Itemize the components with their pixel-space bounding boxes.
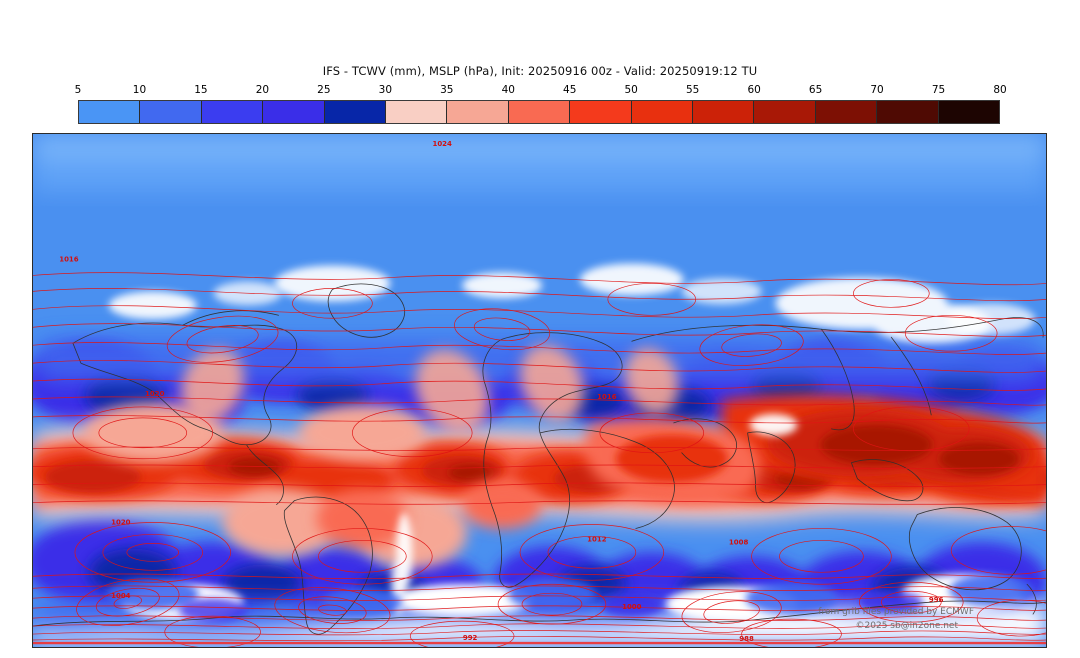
colorbar-band-30-35 bbox=[386, 101, 448, 123]
colorbar-tick-65: 65 bbox=[808, 84, 823, 96]
colorbar-tick-10: 10 bbox=[132, 84, 147, 96]
svg-text:1024: 1024 bbox=[432, 140, 452, 148]
colorbar-tick-20: 20 bbox=[255, 84, 270, 96]
svg-text:1016: 1016 bbox=[59, 256, 79, 264]
colorbar-tick-25: 25 bbox=[317, 84, 331, 96]
credit-source: from grib files provided by ECMWF bbox=[818, 607, 974, 617]
colorbar-band-45-50 bbox=[570, 101, 632, 123]
colorbar-band-5-10 bbox=[79, 101, 141, 123]
svg-text:1012: 1012 bbox=[587, 535, 607, 543]
colorbar-tick-35: 35 bbox=[440, 84, 454, 96]
svg-text:1020: 1020 bbox=[111, 518, 131, 526]
colorbar-band-25-30 bbox=[324, 101, 387, 123]
colorbar-tick-15: 15 bbox=[194, 84, 208, 96]
map-panel[interactable]: 1024 1016 1020 1016 1020 1012 1008 1004 … bbox=[32, 133, 1047, 648]
colorbar-tick-80: 80 bbox=[993, 84, 1007, 96]
colorbar-tick-60: 60 bbox=[747, 84, 761, 96]
colorbar-band-15-20 bbox=[201, 101, 264, 123]
colorbar-band-20-25 bbox=[263, 101, 325, 123]
colorbar-tick-75: 75 bbox=[931, 84, 946, 96]
colorbar-band-40-45 bbox=[508, 101, 571, 123]
colorbar-band-50-55 bbox=[631, 101, 694, 123]
credit-copyright: ©2025 sb@in2one.net bbox=[855, 621, 958, 631]
page-title: IFS - TCWV (mm), MSLP (hPa), Init: 20250… bbox=[322, 64, 758, 78]
colorbar-tick-50: 50 bbox=[624, 84, 638, 96]
svg-text:1016: 1016 bbox=[597, 393, 617, 401]
colorbar-tick-30: 30 bbox=[378, 84, 393, 96]
colorbar-band-70-75 bbox=[877, 101, 939, 123]
colorbar: 5 10 15 20 25 30 35 40 45 50 55 60 65 70 75 80 bbox=[74, 84, 1007, 126]
colorbar-tick-45: 45 bbox=[563, 84, 577, 96]
colorbar-tick-55: 55 bbox=[685, 84, 700, 96]
svg-text:996: 996 bbox=[929, 596, 944, 604]
svg-text:1008: 1008 bbox=[729, 538, 749, 546]
colorbar-tick-5: 5 bbox=[74, 84, 82, 96]
tcwv-mslp-map: 1024 1016 1020 1016 1020 1012 1008 1004 … bbox=[33, 134, 1046, 647]
svg-text:1000: 1000 bbox=[622, 603, 642, 611]
colorbar-band-75-80 bbox=[938, 101, 1000, 123]
colorbar-tick-70: 70 bbox=[870, 84, 884, 96]
colorbar-band-35-40 bbox=[447, 101, 509, 123]
svg-text:1004: 1004 bbox=[111, 592, 131, 600]
colorbar-tick-labels: 5 10 15 20 25 30 35 40 45 50 55 60 65 70 75 80 bbox=[74, 84, 1007, 99]
svg-text:988: 988 bbox=[739, 635, 754, 643]
colorbar-bands bbox=[78, 100, 1000, 124]
colorbar-band-65-70 bbox=[815, 101, 878, 123]
colorbar-band-55-60 bbox=[693, 101, 755, 123]
svg-text:1020: 1020 bbox=[145, 390, 165, 398]
colorbar-band-10-15 bbox=[140, 101, 202, 123]
colorbar-band-60-65 bbox=[754, 101, 816, 123]
svg-text:992: 992 bbox=[463, 634, 478, 642]
colorbar-tick-40: 40 bbox=[501, 84, 515, 96]
